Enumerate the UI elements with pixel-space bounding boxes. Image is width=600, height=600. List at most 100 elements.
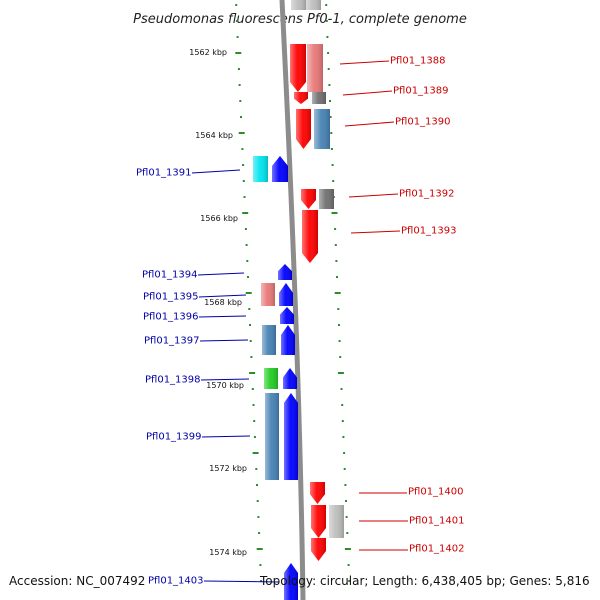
ruler-label: 1562 kbp: [189, 48, 227, 57]
gene-block-shade: [314, 109, 330, 149]
tick-mark: [347, 564, 350, 566]
tick-mark: [256, 548, 263, 550]
tick-mark: [325, 4, 328, 6]
gene-block-shade: [262, 325, 276, 355]
gene-label: Pfl01_1398: [145, 375, 201, 386]
gene-block-shade: [302, 210, 318, 263]
tick-mark: [327, 52, 330, 54]
tick-mark: [250, 356, 253, 358]
feature-labels: Pfl01_1388 Pfl01_1389 Pfl01_1390 Pfl01_1391…: [136, 56, 465, 587]
feature-blocks: [253, 0, 344, 600]
gene-block-shade: [296, 109, 311, 149]
label-leader-line: [197, 272, 245, 276]
tick-mark: [346, 532, 349, 534]
tick-mark: [337, 372, 344, 374]
tick-mark: [341, 404, 344, 406]
tick-mark: [259, 564, 262, 566]
tick-mark: [252, 404, 255, 406]
gene-block-shade: [310, 482, 325, 504]
tick-mark: [249, 372, 256, 374]
gene-block-shade: [312, 92, 326, 104]
gene-block-shade: [264, 368, 278, 389]
tick-mark: [334, 228, 337, 230]
gene-block-shade: [253, 156, 268, 182]
label-leader-line: [191, 169, 241, 174]
tick-mark: [245, 292, 252, 294]
gene-block-shade: [283, 368, 297, 389]
tick-mark: [247, 276, 249, 278]
tick-mark: [331, 212, 338, 214]
label-leader-line: [198, 315, 247, 318]
tick-mark: [251, 388, 254, 390]
gene-label: Pfl01_1402: [409, 544, 465, 555]
label-leader-line: [200, 378, 250, 381]
gene-block-shade: [311, 505, 326, 538]
topology-text: Topology: circular; Length: 6,438,405 bp…: [260, 574, 590, 588]
tick-mark: [330, 132, 333, 134]
gene-label: Pfl01_1403: [148, 576, 204, 587]
ruler-label: 1574 kbp: [209, 548, 247, 557]
tick-mark: [242, 164, 245, 166]
tick-mark: [238, 132, 245, 134]
label-leader-line: [342, 90, 393, 96]
label-leader-line: [199, 339, 249, 342]
gene-block-shade: [279, 283, 293, 306]
gene-block-shade: [319, 189, 334, 209]
gene-block-shade: [301, 189, 316, 209]
tick-mark: [334, 292, 341, 294]
gene-label: Pfl01_1396: [143, 312, 199, 323]
tick-mark: [329, 100, 331, 102]
tick-mark: [327, 68, 330, 70]
accession-text: Accession: NC_007492: [9, 574, 146, 588]
tick-mark: [342, 436, 345, 438]
tick-mark: [340, 388, 343, 390]
tick-mark: [326, 36, 329, 38]
ruler-label: 1568 kbp: [204, 298, 242, 307]
tick-mark: [341, 420, 344, 422]
tick-mark: [248, 308, 251, 310]
gene-label: Pfl01_1397: [144, 336, 200, 347]
ruler-label: 1564 kbp: [195, 131, 233, 140]
tick-marks: [235, 4, 351, 582]
tick-mark: [338, 324, 340, 326]
tick-mark: [235, 4, 238, 6]
gene-block-shade: [307, 44, 323, 92]
tick-mark: [252, 452, 259, 454]
tick-mark: [236, 36, 239, 38]
gene-block-shade: [311, 538, 326, 561]
gene-label: Pfl01_1400: [408, 487, 464, 498]
gene-label: Pfl01_1399: [146, 432, 202, 443]
genome-title: Pseudomonas fluorescens Pf0-1, complete …: [133, 12, 467, 27]
tick-mark: [345, 500, 347, 502]
gene-label: Pfl01_1394: [142, 270, 198, 281]
tick-mark: [344, 548, 351, 550]
gene-block-shade: [278, 264, 292, 280]
tick-mark: [335, 260, 338, 262]
gene-label: Pfl01_1390: [395, 117, 451, 128]
ruler-labels: 1562 kbp 1564 kbp 1566 kbp 1568 kbp 1570 kbp…: [189, 48, 247, 557]
tick-mark: [237, 68, 240, 70]
tick-mark: [256, 484, 258, 486]
tick-mark: [239, 100, 242, 102]
backbone-track: [279, 0, 306, 600]
gene-block-shade: [261, 283, 275, 306]
tick-mark: [246, 260, 249, 262]
tick-mark: [258, 532, 261, 534]
tick-mark: [240, 116, 242, 118]
gene-block-shade: [265, 393, 279, 480]
tick-mark: [330, 148, 333, 150]
gene-block-shade: [284, 563, 298, 600]
tick-mark: [243, 196, 246, 198]
tick-mark: [238, 84, 241, 86]
gene-label: Pfl01_1401: [409, 516, 465, 527]
gene-block-shade: [294, 92, 308, 104]
tick-mark: [339, 356, 342, 358]
tick-mark: [334, 244, 337, 246]
label-leader-line: [203, 580, 280, 583]
tick-mark: [332, 180, 335, 182]
tick-mark: [249, 340, 252, 342]
tick-mark: [329, 116, 332, 118]
gene-block-shade: [272, 156, 288, 182]
tick-mark: [235, 20, 238, 22]
label-leader-line: [201, 435, 251, 438]
